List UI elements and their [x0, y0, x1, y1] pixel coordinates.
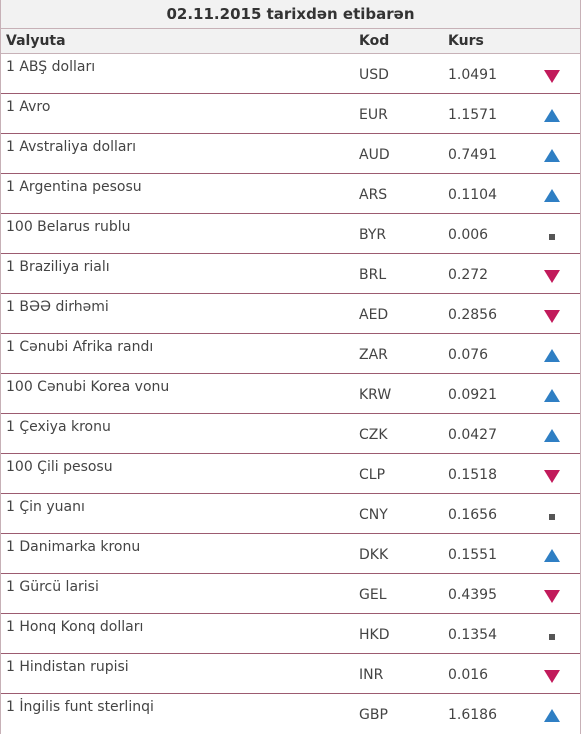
currency-name: 1 Avstraliya dolları	[6, 139, 137, 155]
currency-name: 1 İngilis funt sterlinqi	[6, 699, 154, 715]
currency-name: 1 Danimarka kronu	[6, 539, 141, 555]
table-header: Valyuta Kod Kurs	[1, 28, 580, 54]
table-row: 1 İngilis funt sterlinqi GBP 1.6186	[1, 694, 580, 734]
table-caption: 02.11.2015 tarixdən etibarən	[1, 0, 580, 28]
currency-rate: 0.0921	[448, 387, 497, 403]
currency-rate: 1.1571	[448, 107, 497, 123]
currency-code: HKD	[359, 627, 390, 643]
currency-name: 1 Çexiya kronu	[6, 419, 111, 435]
currency-name: 1 ABŞ dolları	[6, 59, 96, 75]
currency-name: 1 Hindistan rupisi	[6, 659, 129, 675]
trend-down-icon	[544, 589, 560, 603]
currency-code: ZAR	[359, 347, 388, 363]
currency-code: DKK	[359, 547, 389, 563]
currency-rate: 0.006	[448, 227, 489, 243]
trend-down-icon	[544, 309, 560, 323]
trend-unchanged-icon	[544, 229, 560, 243]
trend-up-icon	[544, 549, 560, 563]
currency-rate: 0.2856	[448, 307, 497, 323]
currency-rate: 1.6186	[448, 707, 497, 723]
currency-code: BYR	[359, 227, 387, 243]
trend-unchanged-icon	[544, 509, 560, 523]
currency-name: 1 Honq Konq dolları	[6, 619, 144, 635]
header-code: Kod	[359, 33, 390, 49]
currency-code: GBP	[359, 707, 388, 723]
currency-rate: 0.1104	[448, 187, 497, 203]
table-row: 100 Cənubi Korea vonu KRW 0.0921	[1, 374, 580, 414]
table-row: 1 Gürcü larisi GEL 0.4395	[1, 574, 580, 614]
currency-name: 100 Belarus rublu	[6, 219, 131, 235]
trend-up-icon	[544, 189, 560, 203]
currency-code: CZK	[359, 427, 388, 443]
table-row: 1 Avro EUR 1.1571	[1, 94, 580, 134]
table-row: 1 Argentina pesosu ARS 0.1104	[1, 174, 580, 214]
currency-rate: 0.0427	[448, 427, 497, 443]
table-row: 1 Honq Konq dolları HKD 0.1354	[1, 614, 580, 654]
currency-rate: 1.0491	[448, 67, 497, 83]
currency-name: 1 Çin yuanı	[6, 499, 85, 515]
header-rate: Kurs	[448, 33, 484, 49]
table-row: 1 Danimarka kronu DKK 0.1551	[1, 534, 580, 574]
trend-up-icon	[544, 149, 560, 163]
currency-name: 1 Avro	[6, 99, 51, 115]
currency-rate: 0.7491	[448, 147, 497, 163]
header-currency: Valyuta	[6, 33, 66, 49]
currency-rate: 0.1354	[448, 627, 497, 643]
trend-up-icon	[544, 429, 560, 443]
currency-rate: 0.272	[448, 267, 489, 283]
currency-name: 1 Cənubi Afrika randı	[6, 339, 154, 355]
table-row: 1 Braziliya rialı BRL 0.272	[1, 254, 580, 294]
table-row: 1 ABŞ dolları USD 1.0491	[1, 54, 580, 94]
currency-name: 1 BƏƏ dirhəmi	[6, 299, 109, 315]
trend-down-icon	[544, 469, 560, 483]
currency-code: BRL	[359, 267, 387, 283]
currency-name: 1 Gürcü larisi	[6, 579, 99, 595]
table-body: 1 ABŞ dolları USD 1.0491 1 Avro EUR 1.1571 1 A…	[1, 54, 580, 734]
trend-down-icon	[544, 269, 560, 283]
currency-name: 1 Argentina pesosu	[6, 179, 142, 195]
table-row: 1 BƏƏ dirhəmi AED 0.2856	[1, 294, 580, 334]
currency-code: CNY	[359, 507, 388, 523]
currency-code: AED	[359, 307, 389, 323]
table-row: 100 Çili pesosu CLP 0.1518	[1, 454, 580, 494]
currency-code: EUR	[359, 107, 388, 123]
currency-code: INR	[359, 667, 384, 683]
currency-rate: 0.4395	[448, 587, 497, 603]
trend-down-icon	[544, 69, 560, 83]
currency-rate: 0.1518	[448, 467, 497, 483]
currency-code: KRW	[359, 387, 392, 403]
trend-unchanged-icon	[544, 629, 560, 643]
table-row: 1 Avstraliya dolları AUD 0.7491	[1, 134, 580, 174]
currency-code: CLP	[359, 467, 386, 483]
currency-rate: 0.1551	[448, 547, 497, 563]
table-row: 1 Cənubi Afrika randı ZAR 0.076	[1, 334, 580, 374]
currency-name: 1 Braziliya rialı	[6, 259, 110, 275]
trend-up-icon	[544, 389, 560, 403]
currency-code: GEL	[359, 587, 387, 603]
currency-name: 100 Cənubi Korea vonu	[6, 379, 170, 395]
trend-down-icon	[544, 669, 560, 683]
table-row: 1 Çexiya kronu CZK 0.0427	[1, 414, 580, 454]
currency-rate: 0.016	[448, 667, 489, 683]
currency-rate: 0.076	[448, 347, 489, 363]
currency-code: USD	[359, 67, 389, 83]
currency-rate: 0.1656	[448, 507, 497, 523]
trend-up-icon	[544, 709, 560, 723]
table-row: 1 Hindistan rupisi INR 0.016	[1, 654, 580, 694]
trend-up-icon	[544, 109, 560, 123]
currency-name: 100 Çili pesosu	[6, 459, 113, 475]
table-row: 1 Çin yuanı CNY 0.1656	[1, 494, 580, 534]
currency-code: ARS	[359, 187, 388, 203]
table-row: 100 Belarus rublu BYR 0.006	[1, 214, 580, 254]
trend-up-icon	[544, 349, 560, 363]
currency-code: AUD	[359, 147, 390, 163]
